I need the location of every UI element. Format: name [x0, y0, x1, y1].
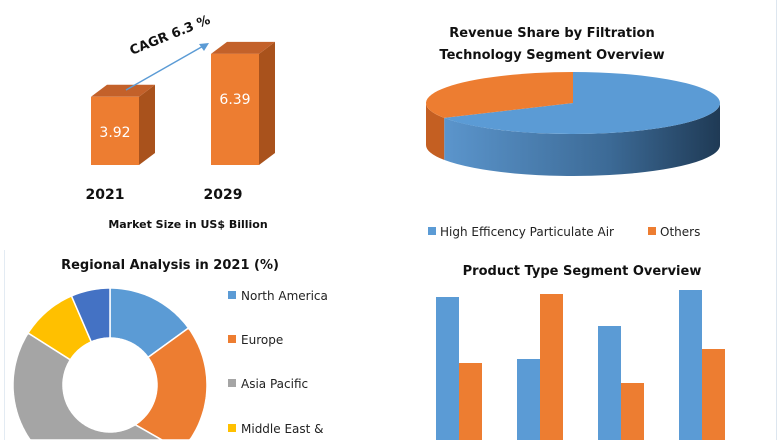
cagr-arrow-line	[125, 44, 206, 91]
pie-title-line1: Revenue Share by Filtration	[449, 26, 654, 41]
product-type-title: Product Type Segment Overview	[463, 264, 702, 279]
pie-slice-others	[426, 72, 573, 118]
legend-swatch-hepa	[428, 227, 436, 235]
pie-title-line2: Technology Segment Overview	[439, 48, 664, 63]
x-tick-2029: 2029	[204, 187, 243, 203]
panel-border	[4, 250, 5, 440]
panel-border	[776, 0, 777, 440]
legend-swatch-north-america	[228, 291, 236, 299]
pie-side-others	[426, 103, 445, 160]
donut-title: Regional Analysis in 2021 (%)	[61, 258, 279, 273]
bar-D-series-2	[702, 349, 725, 440]
legend-label-hepa: High Efficency Particulate Air	[440, 225, 614, 239]
bar-B-series-1	[517, 359, 540, 440]
bar-top-2029	[211, 41, 275, 54]
market-size-chart	[91, 41, 275, 166]
bar-side-2021	[139, 84, 155, 165]
legend-label-middle-east: Middle East &	[241, 422, 324, 436]
market-size-title: Market Size in US$ Billion	[108, 218, 267, 231]
legend-swatch-middle-east	[228, 424, 236, 432]
data-label-2021: 3.92	[99, 125, 130, 141]
bar-B-series-2	[540, 294, 563, 440]
legend-label-others: Others	[660, 225, 700, 239]
filtration-pie-chart	[426, 72, 721, 176]
pie-slice-hepa	[444, 72, 721, 134]
donut-segment-south-america	[70, 287, 111, 343]
legend-swatch-asia-pacific	[228, 379, 236, 387]
legend-label-north-america: North America	[241, 289, 328, 303]
x-tick-2021: 2021	[86, 187, 125, 203]
bar-C-series-1	[598, 326, 621, 440]
bar-side-2029	[259, 41, 275, 166]
legend-label-asia-pacific: Asia Pacific	[241, 377, 308, 391]
legend-swatch-europe	[228, 335, 236, 343]
bar-C-series-2	[621, 383, 644, 440]
product-type-chart	[436, 290, 725, 440]
bar-top-2021	[91, 84, 155, 97]
bar-A-series-2	[459, 363, 482, 440]
bar-A-series-1	[436, 297, 459, 440]
legend-label-europe: Europe	[241, 333, 283, 347]
cagr-annotation: CAGR 6.3 %	[128, 13, 213, 59]
regional-donut-chart	[12, 287, 208, 440]
legend-swatch-others	[648, 227, 656, 235]
cagr-arrow-head	[199, 43, 209, 51]
bar-D-series-1	[679, 290, 702, 440]
bar-2029	[211, 53, 259, 166]
bar-2021	[91, 96, 139, 165]
pie-side-hepa	[444, 103, 720, 176]
data-label-2029: 6.39	[219, 92, 250, 108]
